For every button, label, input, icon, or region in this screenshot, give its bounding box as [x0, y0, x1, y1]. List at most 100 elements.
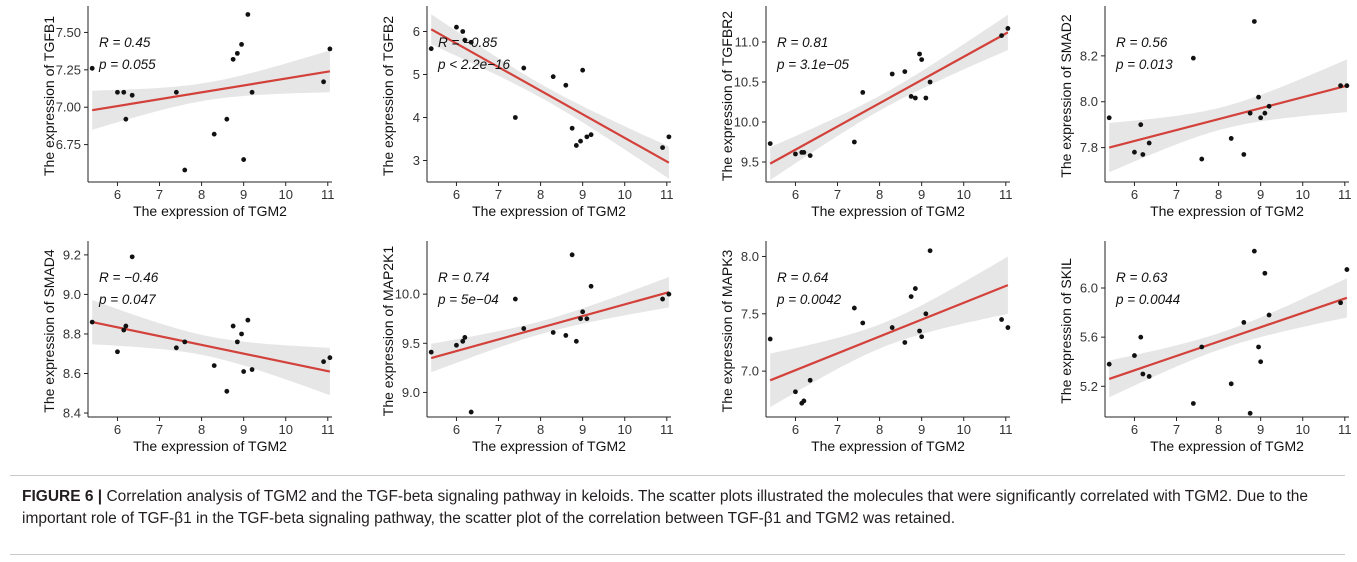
data-point [234, 339, 240, 345]
data-point [173, 89, 179, 95]
data-point [239, 331, 244, 337]
x-tick-label: 6 [453, 422, 460, 437]
x-tick-label: 11 [999, 187, 1013, 202]
data-point [999, 33, 1004, 38]
data-point [211, 131, 217, 137]
data-point [1146, 374, 1152, 379]
scatter-plot-svg: 6 7 8 9 10 11 9.0 9.5 10.0 The expression of TGM2… [380, 241, 674, 454]
correlation-r-label: R = 0.56 [1116, 35, 1168, 50]
data-point [860, 320, 866, 326]
data-point [1266, 103, 1272, 109]
correlation-r-label: R = 0.74 [438, 270, 489, 285]
y-tick-label: 8.4 [63, 406, 81, 421]
data-point [428, 46, 434, 52]
data-point [666, 291, 672, 297]
data-point [460, 338, 466, 344]
data-point [767, 141, 773, 147]
data-point [1344, 267, 1350, 272]
data-point [460, 29, 466, 34]
data-point [1140, 152, 1146, 157]
x-tick-label: 7 [834, 187, 841, 202]
data-point [919, 334, 925, 340]
data-point [580, 309, 586, 315]
data-point [1344, 83, 1350, 89]
x-tick-label: 11 [1338, 422, 1352, 437]
x-tick-label: 7 [1173, 187, 1180, 202]
data-point [512, 296, 518, 302]
x-tick-label: 8 [876, 187, 883, 202]
data-point [919, 57, 925, 62]
data-point [917, 51, 922, 57]
data-point [588, 283, 594, 289]
data-point [580, 67, 586, 73]
x-tick-label: 8 [537, 422, 544, 437]
data-point [115, 89, 120, 95]
data-point [1146, 140, 1152, 146]
x-axis-title: The expression of TGM2 [811, 438, 965, 454]
data-point [182, 339, 188, 345]
x-tick-label: 8 [198, 187, 205, 202]
correlation-r-label: R = 0.81 [777, 35, 828, 50]
x-axis-title: The expression of TGM2 [472, 438, 626, 454]
y-axis-title: The expression of TGFBR2 [719, 11, 735, 181]
y-axis-title: The expression of SMAD4 [41, 249, 57, 413]
data-point [1338, 83, 1343, 89]
data-point [89, 65, 95, 71]
data-point [1266, 312, 1272, 318]
scatter-plot-grid: 6 7 8 9 10 11 6.75 7.00 7.25 7.50 The expression o… [0, 0, 1352, 454]
data-point [468, 409, 474, 415]
correlation-r-label: R = −0.85 [438, 35, 498, 50]
data-point [573, 143, 579, 148]
y-tick-label: 7.00 [56, 100, 81, 115]
regression-line [91, 321, 331, 373]
data-point [1247, 410, 1253, 416]
y-tick-label: 7.50 [56, 25, 81, 40]
data-point [115, 349, 120, 355]
data-point [1247, 110, 1253, 116]
scatter-panel: 6 7 8 9 10 11 6.75 7.00 7.25 7.50 The expression o… [0, 0, 339, 235]
data-point [1251, 19, 1257, 24]
y-axis-title: The expression of MAP2K1 [380, 246, 396, 417]
data-point [123, 116, 129, 122]
y-tick-label: 6.75 [56, 137, 81, 152]
data-point [224, 116, 230, 122]
data-point [569, 125, 575, 131]
y-tick-label: 6 [413, 24, 420, 39]
y-tick-label: 7.0 [741, 364, 759, 379]
y-tick-label: 8.6 [63, 366, 81, 381]
x-tick-label: 7 [156, 422, 163, 437]
data-point [129, 92, 135, 98]
y-tick-label: 7.25 [56, 62, 81, 77]
figure-caption-box: FIGURE 6 | Correlation analysis of TGM2 … [10, 475, 1345, 555]
data-point [1190, 401, 1196, 406]
x-tick-label: 6 [792, 187, 799, 202]
x-tick-label: 9 [1257, 187, 1264, 202]
y-tick-label: 8.0 [1080, 94, 1098, 109]
figure-caption-lead: FIGURE 6 | [22, 488, 103, 505]
data-point [121, 89, 127, 95]
data-point [512, 115, 518, 120]
x-tick-label: 8 [198, 422, 205, 437]
data-point [1132, 353, 1137, 358]
x-tick-label: 9 [579, 422, 586, 437]
y-axis-title: The expression of SKIL [1058, 258, 1074, 404]
regression-line [430, 28, 670, 164]
scatter-panel: 6 7 8 9 10 11 9.5 10.0 10.5 11.0 The expression of… [678, 0, 1017, 235]
correlation-p-label: p = 0.0044 [1115, 292, 1180, 307]
data-point [462, 334, 468, 340]
data-point [550, 330, 556, 335]
data-point [1241, 320, 1247, 325]
y-tick-label: 10.5 [734, 75, 759, 90]
x-tick-label: 11 [1338, 187, 1352, 202]
correlation-r-label: R = −0.46 [99, 270, 159, 285]
data-point [245, 317, 251, 323]
y-tick-label: 7.8 [1080, 140, 1098, 155]
data-point [927, 248, 933, 254]
y-tick-label: 10.0 [734, 115, 759, 130]
x-tick-label: 9 [240, 422, 247, 437]
data-point [563, 82, 569, 88]
correlation-p-label: p = 0.0042 [776, 292, 842, 307]
data-point [1106, 361, 1112, 367]
data-point [666, 134, 672, 140]
